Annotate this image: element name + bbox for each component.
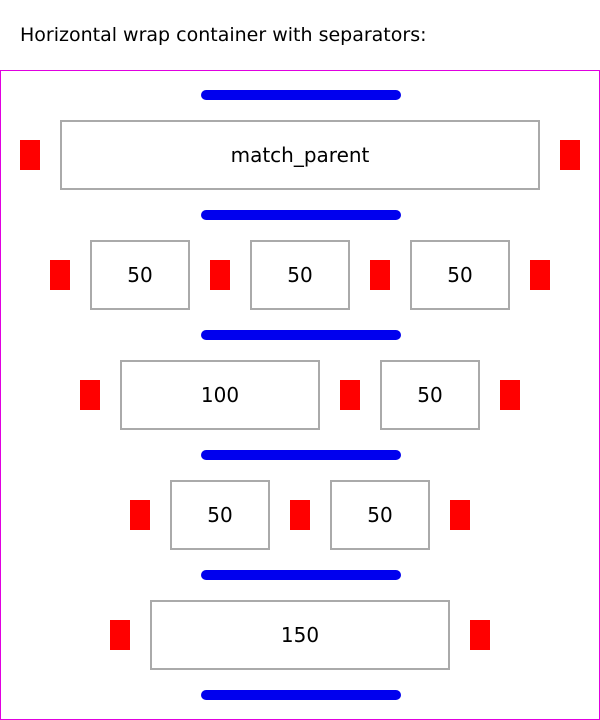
item-separator <box>470 620 490 650</box>
item-separator <box>370 260 390 290</box>
wrap-item: 50 <box>90 240 190 310</box>
item-separator <box>210 260 230 290</box>
wrap-item: 100 <box>120 360 320 430</box>
item-separator <box>20 140 40 170</box>
item-separator <box>340 380 360 410</box>
item-separator <box>80 380 100 410</box>
wrap-item: 50 <box>170 480 270 550</box>
wrap-item: 50 <box>250 240 350 310</box>
wrap-item: 50 <box>380 360 480 430</box>
wrap-item: 50 <box>410 240 510 310</box>
item-separator <box>500 380 520 410</box>
line-separator <box>201 330 401 340</box>
item-separator <box>50 260 70 290</box>
line-separator <box>201 90 401 100</box>
wrap-item: 50 <box>330 480 430 550</box>
item-separator <box>530 260 550 290</box>
page-title: Horizontal wrap container with separator… <box>20 24 427 46</box>
item-separator <box>560 140 580 170</box>
item-separator <box>130 500 150 530</box>
line-separator <box>201 570 401 580</box>
line-separator <box>201 690 401 700</box>
item-separator <box>290 500 310 530</box>
line-separator <box>201 210 401 220</box>
item-separator <box>110 620 130 650</box>
wrap-item: 150 <box>150 600 450 670</box>
item-separator <box>450 500 470 530</box>
wrap-item: match_parent <box>60 120 540 190</box>
line-separator <box>201 450 401 460</box>
wrap-container: match_parent 50 50 50 100 50 50 50 150 <box>0 70 600 720</box>
